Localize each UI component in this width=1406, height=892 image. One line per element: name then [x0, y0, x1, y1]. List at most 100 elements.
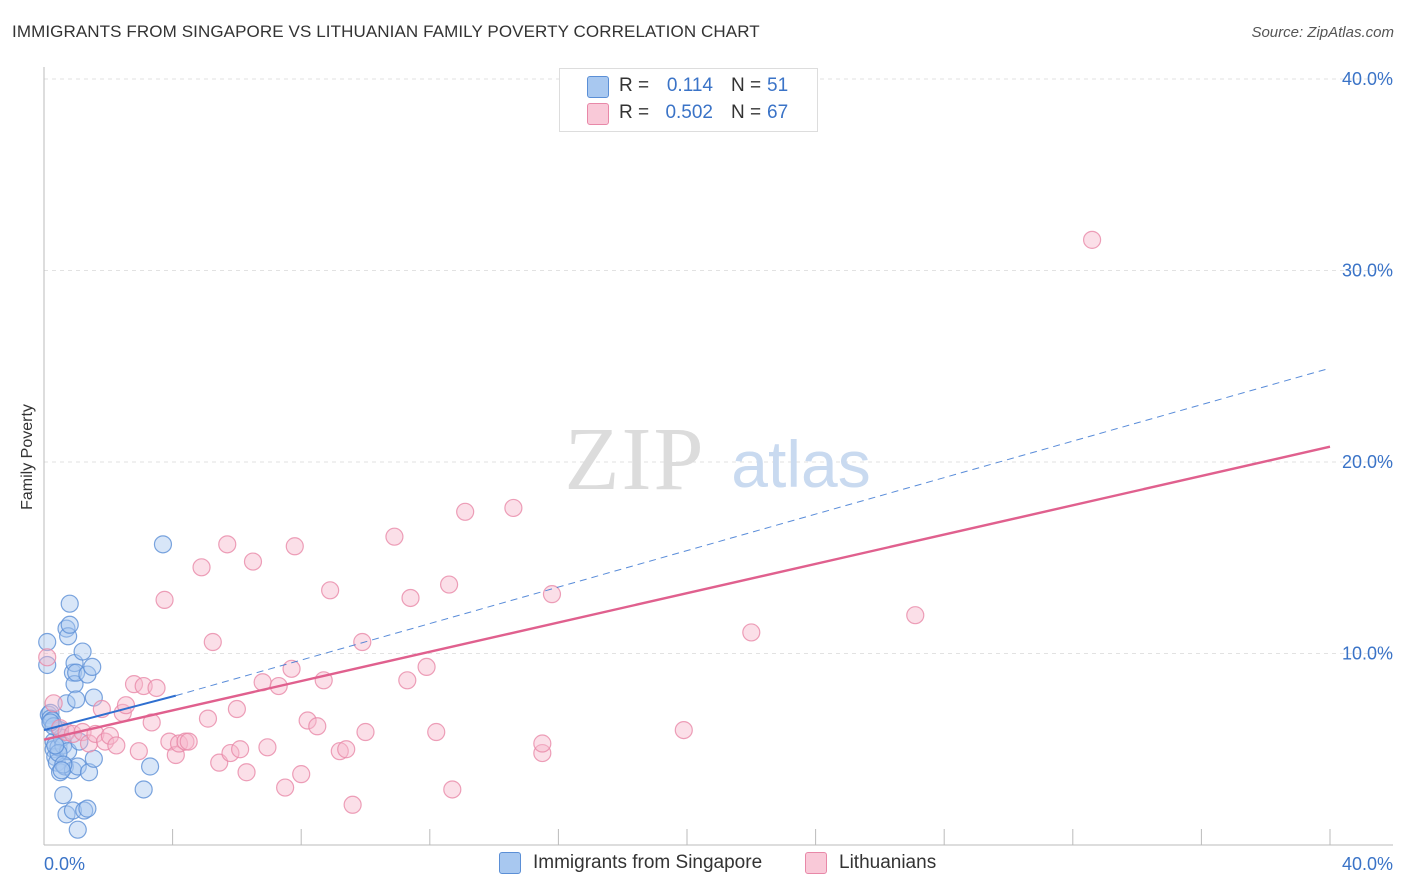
point-lithuanians	[674, 720, 693, 740]
point-lithuanians	[237, 763, 256, 782]
point-lithuanians	[398, 671, 417, 690]
point-lithuanians	[330, 742, 349, 761]
point-lithuanians	[258, 738, 277, 757]
trend-line-dashed-singapore	[175, 367, 1331, 697]
chart-title: IMMIGRANTS FROM SINGAPORE VS LITHUANIAN …	[12, 22, 760, 41]
legend-n-label-2: N =	[731, 102, 762, 123]
point-lithuanians	[203, 632, 222, 652]
point-lithuanians	[243, 552, 263, 571]
point-lithuanians	[1082, 230, 1102, 249]
x-tick-label-min: 0.0%	[44, 854, 85, 874]
point-lithuanians	[542, 585, 562, 604]
point-lithuanians	[401, 588, 420, 608]
legend-item-lithuanians[interactable]: Lithuanians	[805, 852, 936, 874]
chart-source: Source: ZipAtlas.com	[1251, 24, 1394, 41]
point-lithuanians	[100, 726, 120, 745]
point-singapore	[41, 703, 60, 722]
point-lithuanians	[95, 732, 115, 751]
point-lithuanians	[44, 694, 63, 713]
point-singapore	[83, 657, 102, 677]
point-lithuanians	[456, 502, 475, 521]
point-lithuanians	[439, 575, 459, 594]
axis-layer	[43, 67, 1393, 846]
point-singapore	[52, 761, 71, 780]
point-singapore	[60, 615, 79, 634]
x-tick-label-max: 40.0%	[1342, 854, 1393, 874]
point-lithuanians	[353, 632, 372, 652]
watermark-atlas: atlas	[731, 427, 870, 501]
point-lithuanians	[417, 657, 436, 677]
point-singapore	[84, 749, 103, 768]
point-singapore	[134, 780, 153, 799]
point-singapore	[153, 535, 173, 554]
legend-r-value-2: 0.502	[665, 102, 713, 123]
point-lithuanians	[308, 717, 327, 736]
legend-bottom-swatch-singapore	[499, 852, 521, 874]
point-lithuanians	[742, 623, 761, 642]
point-lithuanians	[231, 740, 250, 759]
point-singapore	[73, 642, 92, 661]
stats-legend: R = 0.114 N = 51 R = 0.502 N = 67	[559, 68, 818, 132]
point-singapore	[67, 663, 86, 682]
trend-layer	[43, 367, 1331, 741]
watermark: ZIP atlas	[565, 410, 871, 509]
point-lithuanians	[356, 722, 375, 742]
point-lithuanians	[285, 537, 304, 556]
y-tick-label: 10.0%	[1342, 644, 1393, 664]
point-lithuanians	[385, 527, 404, 546]
point-lithuanians	[198, 709, 218, 728]
point-singapore	[38, 655, 57, 675]
point-lithuanians	[221, 743, 240, 763]
point-lithuanians	[179, 732, 198, 751]
point-lithuanians	[155, 590, 174, 609]
point-lithuanians	[443, 780, 462, 799]
point-singapore	[60, 594, 79, 613]
point-lithuanians	[343, 795, 362, 814]
legend-r-label-1: R =	[619, 75, 650, 96]
point-lithuanians	[107, 736, 126, 755]
point-lithuanians	[129, 742, 148, 761]
point-lithuanians	[533, 743, 552, 763]
y-tick-label: 30.0%	[1342, 261, 1393, 281]
legend-swatch-lithuanians	[587, 103, 609, 125]
legend-item-singapore[interactable]: Immigrants from Singapore	[499, 852, 762, 874]
point-singapore	[79, 763, 99, 782]
point-singapore	[57, 694, 76, 713]
legend-r-value-1: 0.114	[666, 75, 713, 96]
legend-bottom-swatch-lithuanians	[805, 852, 827, 874]
point-lithuanians	[192, 558, 211, 577]
point-lithuanians	[321, 581, 340, 600]
point-singapore	[75, 801, 94, 820]
point-lithuanians	[504, 498, 523, 518]
point-singapore	[59, 627, 78, 646]
legend-bottom-label-singapore: Immigrants from Singapore	[533, 852, 763, 873]
point-singapore	[140, 757, 160, 776]
point-singapore	[67, 690, 86, 709]
legend-swatch-singapore	[587, 76, 609, 98]
legend-n-value-2: 67	[767, 102, 789, 123]
trend-line-lithuanians	[43, 445, 1331, 741]
point-lithuanians	[282, 659, 301, 678]
point-lithuanians	[227, 699, 246, 719]
watermark-zip: ZIP	[565, 410, 706, 509]
point-lithuanians	[218, 535, 237, 554]
point-lithuanians	[276, 778, 295, 797]
point-singapore	[54, 786, 73, 805]
point-singapore	[68, 820, 87, 839]
point-lithuanians	[533, 734, 552, 753]
point-lithuanians	[906, 606, 925, 625]
point-lithuanians	[427, 722, 446, 742]
point-singapore	[38, 632, 57, 652]
legend-n-value-1: 51	[767, 75, 789, 96]
point-singapore	[78, 799, 97, 818]
point-lithuanians	[298, 711, 317, 730]
tick-layer: 10.0% 20.0% 30.0% 40.0% 0.0% 40.0%	[44, 69, 1393, 874]
point-lithuanians	[166, 745, 185, 765]
point-lithuanians	[147, 678, 166, 698]
point-lithuanians	[292, 765, 311, 784]
point-lithuanians	[337, 740, 356, 759]
point-lithuanians	[79, 734, 99, 753]
y-tick-label: 20.0%	[1342, 452, 1393, 472]
legend-n-label-1: N =	[731, 75, 762, 96]
